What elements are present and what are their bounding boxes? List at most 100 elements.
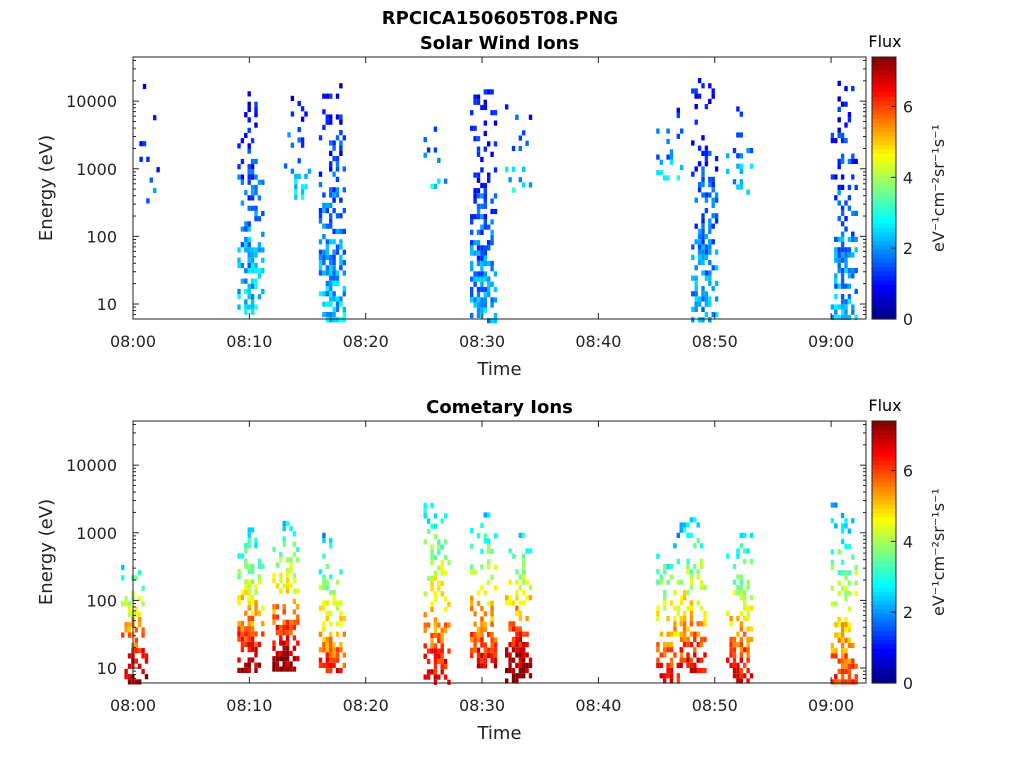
- heatmap-cell: [854, 564, 858, 571]
- heatmap-cell: [440, 565, 444, 571]
- heatmap-cell: [254, 184, 258, 191]
- heatmap-cell: [247, 169, 251, 175]
- heatmap-cell: [704, 104, 709, 110]
- heatmap-cell: [525, 668, 529, 674]
- heatmap-cell: [476, 177, 481, 183]
- heatmap-cell: [729, 621, 733, 627]
- heatmap-cell: [127, 601, 132, 607]
- heatmap-cell: [699, 558, 704, 564]
- heatmap-cell: [487, 240, 491, 246]
- heatmap-cell: [490, 574, 494, 580]
- heatmap-cell: [329, 610, 333, 616]
- heatmap-cell: [732, 590, 737, 596]
- heatmap-cell: [676, 662, 680, 668]
- heatmap-cell: [483, 99, 487, 105]
- heatmap-cell: [708, 270, 712, 276]
- heatmap-cell: [837, 283, 841, 289]
- heatmap-cell: [275, 614, 280, 620]
- heatmap-cell: [292, 541, 297, 547]
- heatmap-cell: [470, 543, 474, 549]
- heatmap-cell: [493, 271, 498, 277]
- heatmap-cell: [335, 135, 340, 141]
- heatmap-cell: [329, 312, 333, 318]
- x-tick-label: 08:40: [575, 332, 621, 351]
- heatmap-cell: [708, 176, 712, 182]
- heatmap-cell: [470, 564, 474, 570]
- heatmap-cell: [470, 214, 474, 220]
- heatmap-cell: [691, 275, 695, 281]
- heatmap-cell: [433, 653, 438, 659]
- heatmap-cell: [292, 578, 297, 584]
- heatmap-cell: [423, 622, 427, 628]
- heatmap-cell: [837, 252, 841, 258]
- heatmap-cell: [515, 579, 519, 585]
- heatmap-cell: [508, 652, 512, 658]
- colorbar-swatch: [872, 301, 896, 307]
- heatmap-cell: [694, 280, 698, 286]
- heatmap-cell: [240, 200, 245, 206]
- heatmap-cell: [686, 652, 690, 658]
- heatmap-cell: [840, 138, 845, 144]
- heatmap-cell: [840, 205, 845, 211]
- heatmap-cell: [493, 193, 498, 199]
- heatmap-cell: [325, 119, 329, 125]
- panel-title: Cometary Ions: [426, 397, 573, 418]
- heatmap-cell: [335, 280, 340, 286]
- heatmap-cell: [437, 653, 441, 659]
- heatmap-cell: [247, 595, 251, 601]
- heatmap-cell: [237, 574, 241, 580]
- colorbar-swatch: [872, 240, 896, 246]
- heatmap-cell: [339, 317, 343, 323]
- colorbar-swatch: [872, 552, 896, 557]
- heatmap-cell: [329, 631, 333, 637]
- heatmap-cell: [480, 224, 484, 230]
- heatmap-cell: [240, 595, 245, 601]
- heatmap-cell: [493, 533, 498, 539]
- heatmap-cell: [487, 512, 491, 518]
- heatmap-cell: [847, 236, 852, 242]
- heatmap-cell: [476, 271, 481, 277]
- heatmap-cell: [240, 647, 245, 653]
- heatmap-cell: [282, 624, 286, 631]
- heatmap-cell: [244, 112, 248, 118]
- heatmap-cell: [325, 662, 329, 668]
- heatmap-cell: [840, 653, 845, 659]
- heatmap-cell: [834, 273, 838, 279]
- heatmap-cell: [686, 558, 690, 564]
- heatmap-cell: [522, 657, 526, 663]
- heatmap-cell: [430, 643, 434, 649]
- heatmap-cell: [703, 616, 707, 622]
- heatmap-cell: [325, 291, 329, 297]
- heatmap-cell: [483, 533, 487, 539]
- heatmap-cell: [289, 630, 293, 636]
- heatmap-cell: [673, 616, 677, 622]
- heatmap-cell: [691, 244, 695, 250]
- heatmap-cell: [749, 558, 754, 564]
- heatmap-cell: [443, 664, 448, 670]
- heatmap-cell: [830, 585, 835, 591]
- heatmap-cell: [322, 584, 326, 590]
- heatmap-cell: [476, 637, 481, 643]
- heatmap-cell: [335, 213, 340, 219]
- heatmap-cell: [335, 192, 340, 198]
- heatmap-cell: [440, 638, 444, 644]
- heatmap-cell: [247, 252, 251, 258]
- heatmap-cell: [318, 249, 323, 255]
- heatmap-cell: [127, 653, 132, 659]
- heatmap-cell: [285, 630, 290, 636]
- heatmap-cell: [335, 249, 340, 255]
- heatmap-cell: [493, 120, 498, 126]
- heatmap-cell: [156, 167, 160, 173]
- colorbar-swatch: [872, 227, 896, 233]
- colorbar-swatch: [872, 648, 896, 654]
- heatmap-cell: [487, 652, 491, 658]
- heatmap-cell: [525, 642, 529, 648]
- heatmap-cell: [322, 626, 326, 632]
- heatmap-cell: [440, 627, 444, 633]
- heatmap-cell: [844, 257, 848, 263]
- heatmap-cell: [296, 619, 300, 625]
- heatmap-cell: [332, 275, 336, 281]
- heatmap-cell: [247, 631, 251, 637]
- heatmap-cell: [325, 114, 329, 120]
- heatmap-cell: [847, 622, 852, 628]
